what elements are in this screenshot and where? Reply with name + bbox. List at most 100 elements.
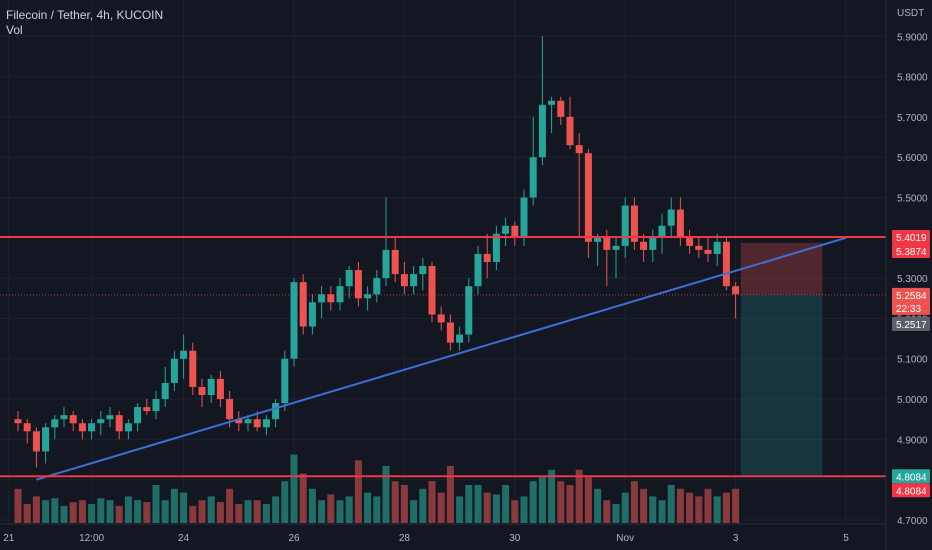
candle-body[interactable] (695, 245, 703, 250)
candle-body[interactable] (51, 419, 59, 428)
candle-body[interactable] (557, 100, 565, 117)
candle-body[interactable] (152, 399, 160, 412)
volume-bar (134, 500, 142, 523)
price-axis-unit: USDT (897, 8, 924, 19)
candle-body[interactable] (603, 237, 611, 250)
candle-body[interactable] (732, 286, 740, 295)
volume-bar (695, 496, 703, 523)
candle-body[interactable] (612, 245, 620, 250)
candle-body[interactable] (713, 241, 721, 254)
volume-bar (410, 500, 418, 523)
candle-body[interactable] (161, 382, 169, 400)
price-axis-tick-label: 4.9000 (897, 435, 928, 446)
candle-body[interactable] (189, 350, 197, 387)
symbol-title[interactable]: Filecoin / Tether, 4h, KUCOIN (6, 8, 164, 22)
candle-body[interactable] (124, 423, 132, 432)
volume-bar (32, 496, 40, 523)
candle-body[interactable] (373, 278, 381, 295)
candle-body[interactable] (244, 419, 252, 424)
candle-body[interactable] (492, 233, 500, 262)
candle-body[interactable] (529, 157, 537, 198)
candle-body[interactable] (318, 294, 326, 303)
candle-body[interactable] (575, 145, 583, 154)
candle-body[interactable] (520, 197, 528, 238)
candle-body[interactable] (391, 249, 399, 275)
candle-body[interactable] (594, 237, 602, 242)
candle-body[interactable] (686, 237, 694, 246)
candle-body[interactable] (290, 282, 298, 359)
volume-bar (732, 488, 740, 523)
volume-bar (253, 500, 261, 523)
candle-body[interactable] (658, 225, 666, 238)
volume-bar (566, 485, 574, 523)
candle-body[interactable] (649, 237, 657, 250)
candle-body[interactable] (97, 419, 105, 424)
candle-body[interactable] (32, 431, 40, 452)
candle-body[interactable] (676, 209, 684, 238)
candle-body[interactable] (69, 415, 77, 424)
candle-body[interactable] (584, 153, 592, 242)
candle-body[interactable] (428, 266, 436, 315)
candle-body[interactable] (483, 253, 491, 262)
candle-body[interactable] (134, 407, 142, 424)
candle-body[interactable] (538, 104, 546, 158)
candle-body[interactable] (262, 419, 270, 428)
candle-body[interactable] (456, 334, 464, 343)
candle-body[interactable] (106, 415, 114, 420)
candle-body[interactable] (235, 419, 243, 424)
candle-body[interactable] (566, 116, 574, 146)
volume-bar (161, 500, 169, 523)
candle-body[interactable] (115, 415, 123, 432)
candle-body[interactable] (42, 427, 50, 452)
trendline[interactable] (36, 236, 847, 481)
candle-body[interactable] (630, 205, 638, 242)
candle-body[interactable] (180, 350, 188, 359)
position-target-zone[interactable] (740, 294, 823, 477)
candle-body[interactable] (640, 241, 648, 250)
candle-body[interactable] (465, 286, 473, 335)
candle-body[interactable] (345, 270, 353, 287)
candle-body[interactable] (299, 282, 307, 327)
candle-body[interactable] (308, 302, 316, 327)
candle-body[interactable] (14, 419, 22, 424)
candle-body[interactable] (207, 378, 215, 396)
candle-body[interactable] (474, 253, 482, 287)
volume-indicator-label[interactable]: Vol (6, 23, 23, 37)
volume-bar (419, 488, 427, 523)
candle-body[interactable] (253, 419, 261, 428)
candle-body[interactable] (272, 403, 280, 420)
volume-bar (713, 496, 721, 523)
candle-body[interactable] (170, 358, 178, 383)
candle-body[interactable] (226, 399, 234, 420)
volume-bar (78, 500, 86, 523)
candle-body[interactable] (143, 407, 151, 412)
candle-body[interactable] (216, 378, 224, 400)
candle-body[interactable] (621, 205, 629, 246)
candle-body[interactable] (704, 249, 712, 254)
candle-body[interactable] (336, 286, 344, 303)
candle-body[interactable] (23, 423, 31, 432)
candle-body[interactable] (281, 358, 289, 404)
candle-body[interactable] (437, 314, 445, 323)
candle-body[interactable] (410, 274, 418, 287)
candle-body[interactable] (446, 322, 454, 343)
candle-body[interactable] (722, 241, 730, 287)
candle-body[interactable] (364, 294, 372, 299)
candle-body[interactable] (419, 266, 427, 275)
candle-body[interactable] (667, 209, 675, 226)
candle-body[interactable] (548, 100, 556, 105)
candle-body[interactable] (60, 415, 68, 420)
candle-body[interactable] (511, 225, 519, 238)
candle-body[interactable] (78, 423, 86, 432)
candle-body[interactable] (327, 294, 335, 303)
candle-body[interactable] (88, 423, 96, 432)
candle-body[interactable] (354, 270, 362, 299)
candle-body[interactable] (198, 386, 206, 396)
volume-bar (373, 496, 381, 523)
candle-body[interactable] (502, 225, 510, 234)
candle-body[interactable] (400, 274, 408, 287)
candle-body[interactable] (382, 249, 390, 279)
volume-bar (189, 505, 197, 523)
position-stop-zone[interactable] (740, 242, 823, 295)
